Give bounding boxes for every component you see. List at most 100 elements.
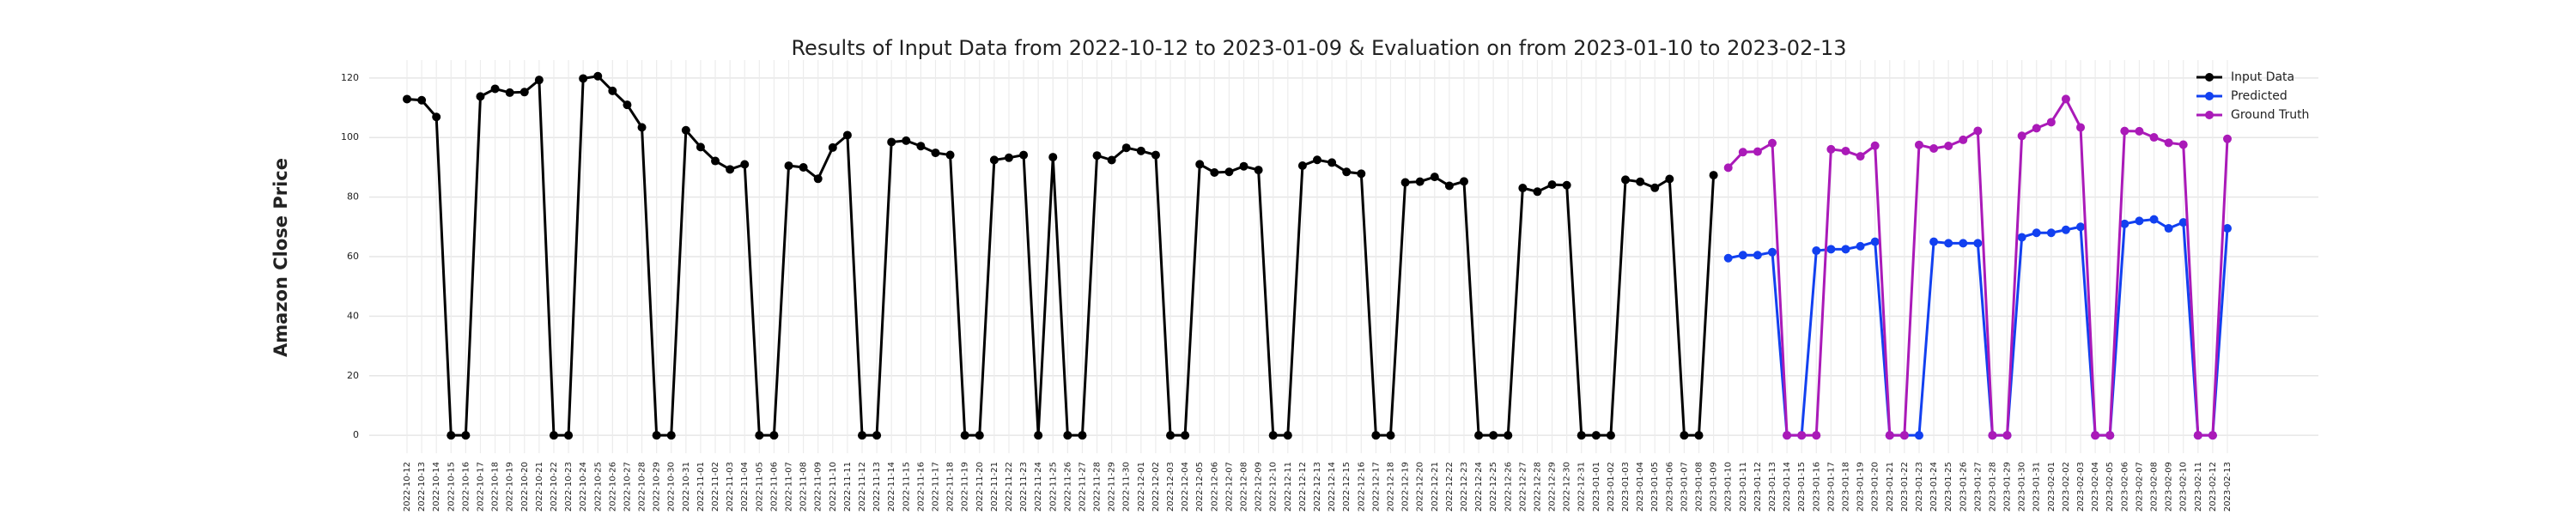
data-point [2091, 431, 2100, 440]
x-tick-label: 2022-11-03 [726, 462, 735, 512]
x-tick-label: 2023-01-11 [1739, 462, 1748, 512]
data-point [872, 431, 882, 440]
data-point [1386, 431, 1395, 440]
data-point [1841, 245, 1850, 254]
data-point [1092, 151, 1102, 161]
data-point [1709, 171, 1718, 180]
x-tick-label: 2023-01-09 [1710, 462, 1719, 512]
data-point [1327, 158, 1337, 167]
x-tick-label: 2023-01-16 [1812, 462, 1821, 512]
x-tick-label: 2022-11-06 [769, 462, 779, 512]
data-point [2076, 222, 2086, 232]
data-point [461, 431, 471, 440]
x-tick-label: 2022-12-27 [1518, 462, 1528, 512]
data-point [1254, 166, 1263, 175]
x-tick-label: 2023-02-08 [2150, 462, 2160, 512]
y-axis-label: Amazon Close Price [270, 158, 291, 357]
x-tick-label: 2022-10-30 [667, 462, 677, 512]
data-point [1371, 431, 1381, 440]
data-point [799, 162, 808, 172]
x-tick-label: 2022-10-14 [432, 462, 441, 512]
data-point [975, 431, 984, 440]
x-tick-label: 2022-12-10 [1269, 462, 1279, 512]
data-point [1297, 161, 1307, 171]
x-tick-label: 2022-11-24 [1034, 462, 1043, 512]
legend-label: Ground Truth [2231, 108, 2309, 122]
data-point [1768, 247, 1777, 257]
data-point [1195, 160, 1205, 169]
x-tick-label: 2022-12-01 [1137, 462, 1146, 512]
data-point [1313, 155, 1321, 165]
x-tick-label: 2023-01-14 [1783, 462, 1792, 512]
data-point [2002, 431, 2012, 440]
x-tick-label: 2023-02-02 [2062, 462, 2071, 512]
x-tick-label: 2023-01-02 [1607, 462, 1616, 512]
x-tick-label: 2022-11-13 [872, 462, 882, 512]
data-point [2135, 216, 2144, 226]
x-tick-label: 2023-01-18 [1841, 462, 1850, 512]
x-tick-label: 2022-12-17 [1371, 462, 1381, 512]
data-point [2149, 133, 2159, 142]
x-tick-label: 2022-12-11 [1284, 462, 1293, 512]
x-tick-label: 2023-01-20 [1871, 462, 1880, 512]
x-tick-label: 2022-12-24 [1474, 462, 1484, 512]
data-point [1577, 431, 1586, 440]
data-point [1856, 241, 1865, 251]
data-point [1019, 150, 1029, 160]
data-point [916, 142, 926, 151]
x-tick-label: 2022-11-23 [1019, 462, 1029, 512]
x-tick-label: 2023-02-09 [2165, 462, 2174, 512]
data-point [447, 431, 456, 440]
data-point [1680, 431, 1689, 440]
x-tick-label: 2022-12-31 [1577, 462, 1587, 512]
data-point [2017, 233, 2026, 242]
data-point [769, 431, 779, 440]
data-point [1239, 161, 1249, 171]
data-point [1415, 177, 1425, 186]
data-point [784, 161, 793, 171]
data-point [2061, 94, 2070, 104]
x-tick-label: 2023-01-17 [1826, 462, 1836, 512]
x-tick-label: 2023-01-06 [1665, 462, 1674, 512]
x-tick-label: 2022-12-12 [1298, 462, 1308, 512]
x-tick-label: 2022-12-03 [1166, 462, 1176, 512]
x-tick-label: 2022-10-28 [638, 462, 647, 512]
data-point [1973, 126, 1983, 136]
x-tick-label: 2022-10-12 [403, 462, 412, 512]
data-point [1078, 431, 1087, 440]
data-point [2032, 124, 2041, 133]
data-point [505, 88, 514, 97]
data-point [564, 431, 574, 440]
x-tick-label: 2023-02-06 [2120, 462, 2129, 512]
x-tick-label: 2022-10-17 [476, 462, 485, 512]
data-point [1929, 237, 1939, 246]
data-point [1988, 431, 1997, 440]
data-point [1283, 431, 1292, 440]
data-point [1210, 167, 1219, 177]
data-point [1459, 177, 1468, 186]
x-tick-label: 2022-10-18 [491, 462, 501, 512]
series-line [406, 75, 1716, 437]
x-tick-label: 2022-10-15 [447, 462, 456, 512]
x-tick-label: 2022-11-14 [887, 462, 896, 512]
data-point [755, 431, 764, 440]
data-point [2120, 126, 2129, 136]
legend-marker [2205, 73, 2214, 82]
data-point [1959, 239, 1968, 248]
x-tick-label: 2022-11-01 [696, 462, 706, 512]
data-point [1621, 175, 1631, 185]
data-point [1914, 140, 1923, 149]
data-point [960, 431, 969, 440]
x-tick-label: 2022-11-30 [1122, 462, 1132, 512]
x-tick-label: 2022-11-04 [740, 462, 750, 512]
x-tick-label: 2022-11-09 [814, 462, 823, 512]
x-tick-label: 2022-10-21 [535, 462, 544, 512]
x-tick-label: 2022-12-26 [1504, 462, 1513, 512]
x-tick-label: 2023-01-26 [1959, 462, 1968, 512]
data-point [2223, 224, 2232, 233]
data-point [2105, 431, 2115, 440]
data-point [1973, 239, 1983, 248]
x-tick-label: 2022-11-19 [961, 462, 970, 512]
data-point [1107, 155, 1116, 165]
x-tick-label: 2022-11-22 [1005, 462, 1014, 512]
